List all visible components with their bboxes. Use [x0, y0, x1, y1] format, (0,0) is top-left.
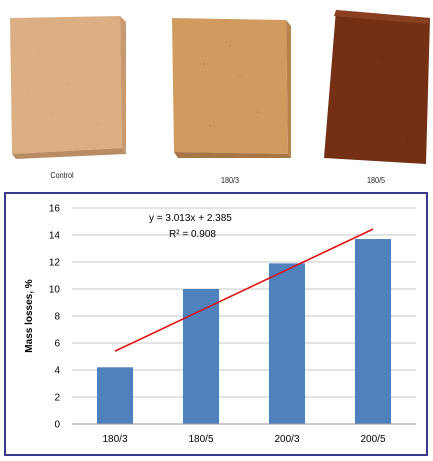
y-tick-label: 16	[49, 204, 61, 215]
y-tick-label: 12	[49, 258, 61, 269]
y-tick-label: 10	[49, 285, 61, 296]
x-tick-label: 180/5	[188, 434, 213, 445]
bar-200-5	[354, 239, 392, 424]
bar-200-3	[268, 263, 306, 424]
trendline-equation: y = 3.013x + 2.385	[149, 213, 232, 224]
x-tick-label: 200/5	[360, 434, 385, 445]
y-tick-labels: 0 2 4 6 8 10 12 14 16	[49, 204, 61, 431]
trendline-r2: R² = 0.908	[169, 229, 216, 240]
bar-180-3	[96, 367, 134, 424]
x-tick-label: 180/3	[102, 434, 127, 445]
trendline	[114, 228, 374, 352]
y-tick-label: 4	[54, 366, 60, 377]
y-axis-label: Mass losses, %	[24, 279, 35, 352]
sample-180-5-image	[324, 10, 430, 164]
sample-180-3-image	[172, 18, 291, 158]
mass-loss-chart: 0 2 4 6 8 10 12 14 16 180/3 180/5 200/3 200/5 Mass …	[24, 204, 416, 445]
sample-label-180-3: 180/3	[220, 176, 240, 185]
sample-label-180-5: 180/5	[366, 176, 386, 185]
chart-frame: 0 2 4 6 8 10 12 14 16 180/3 180/5 200/3 200/5 Mass …	[4, 192, 428, 456]
y-tick-label: 8	[54, 312, 60, 323]
y-tick-label: 0	[54, 420, 60, 431]
x-tick-labels: 180/3 180/5 200/3 200/5	[102, 434, 385, 445]
bar-180-5	[182, 289, 220, 424]
y-tick-label: 6	[54, 339, 60, 350]
y-tick-label: 2	[54, 393, 60, 404]
sample-photos: Control 180/3 180/5	[0, 0, 433, 192]
bars	[96, 239, 392, 424]
y-tick-label: 14	[49, 231, 61, 242]
sample-label-control: Control	[50, 171, 74, 180]
sample-control-image	[10, 16, 126, 159]
x-tick-label: 200/3	[274, 434, 299, 445]
